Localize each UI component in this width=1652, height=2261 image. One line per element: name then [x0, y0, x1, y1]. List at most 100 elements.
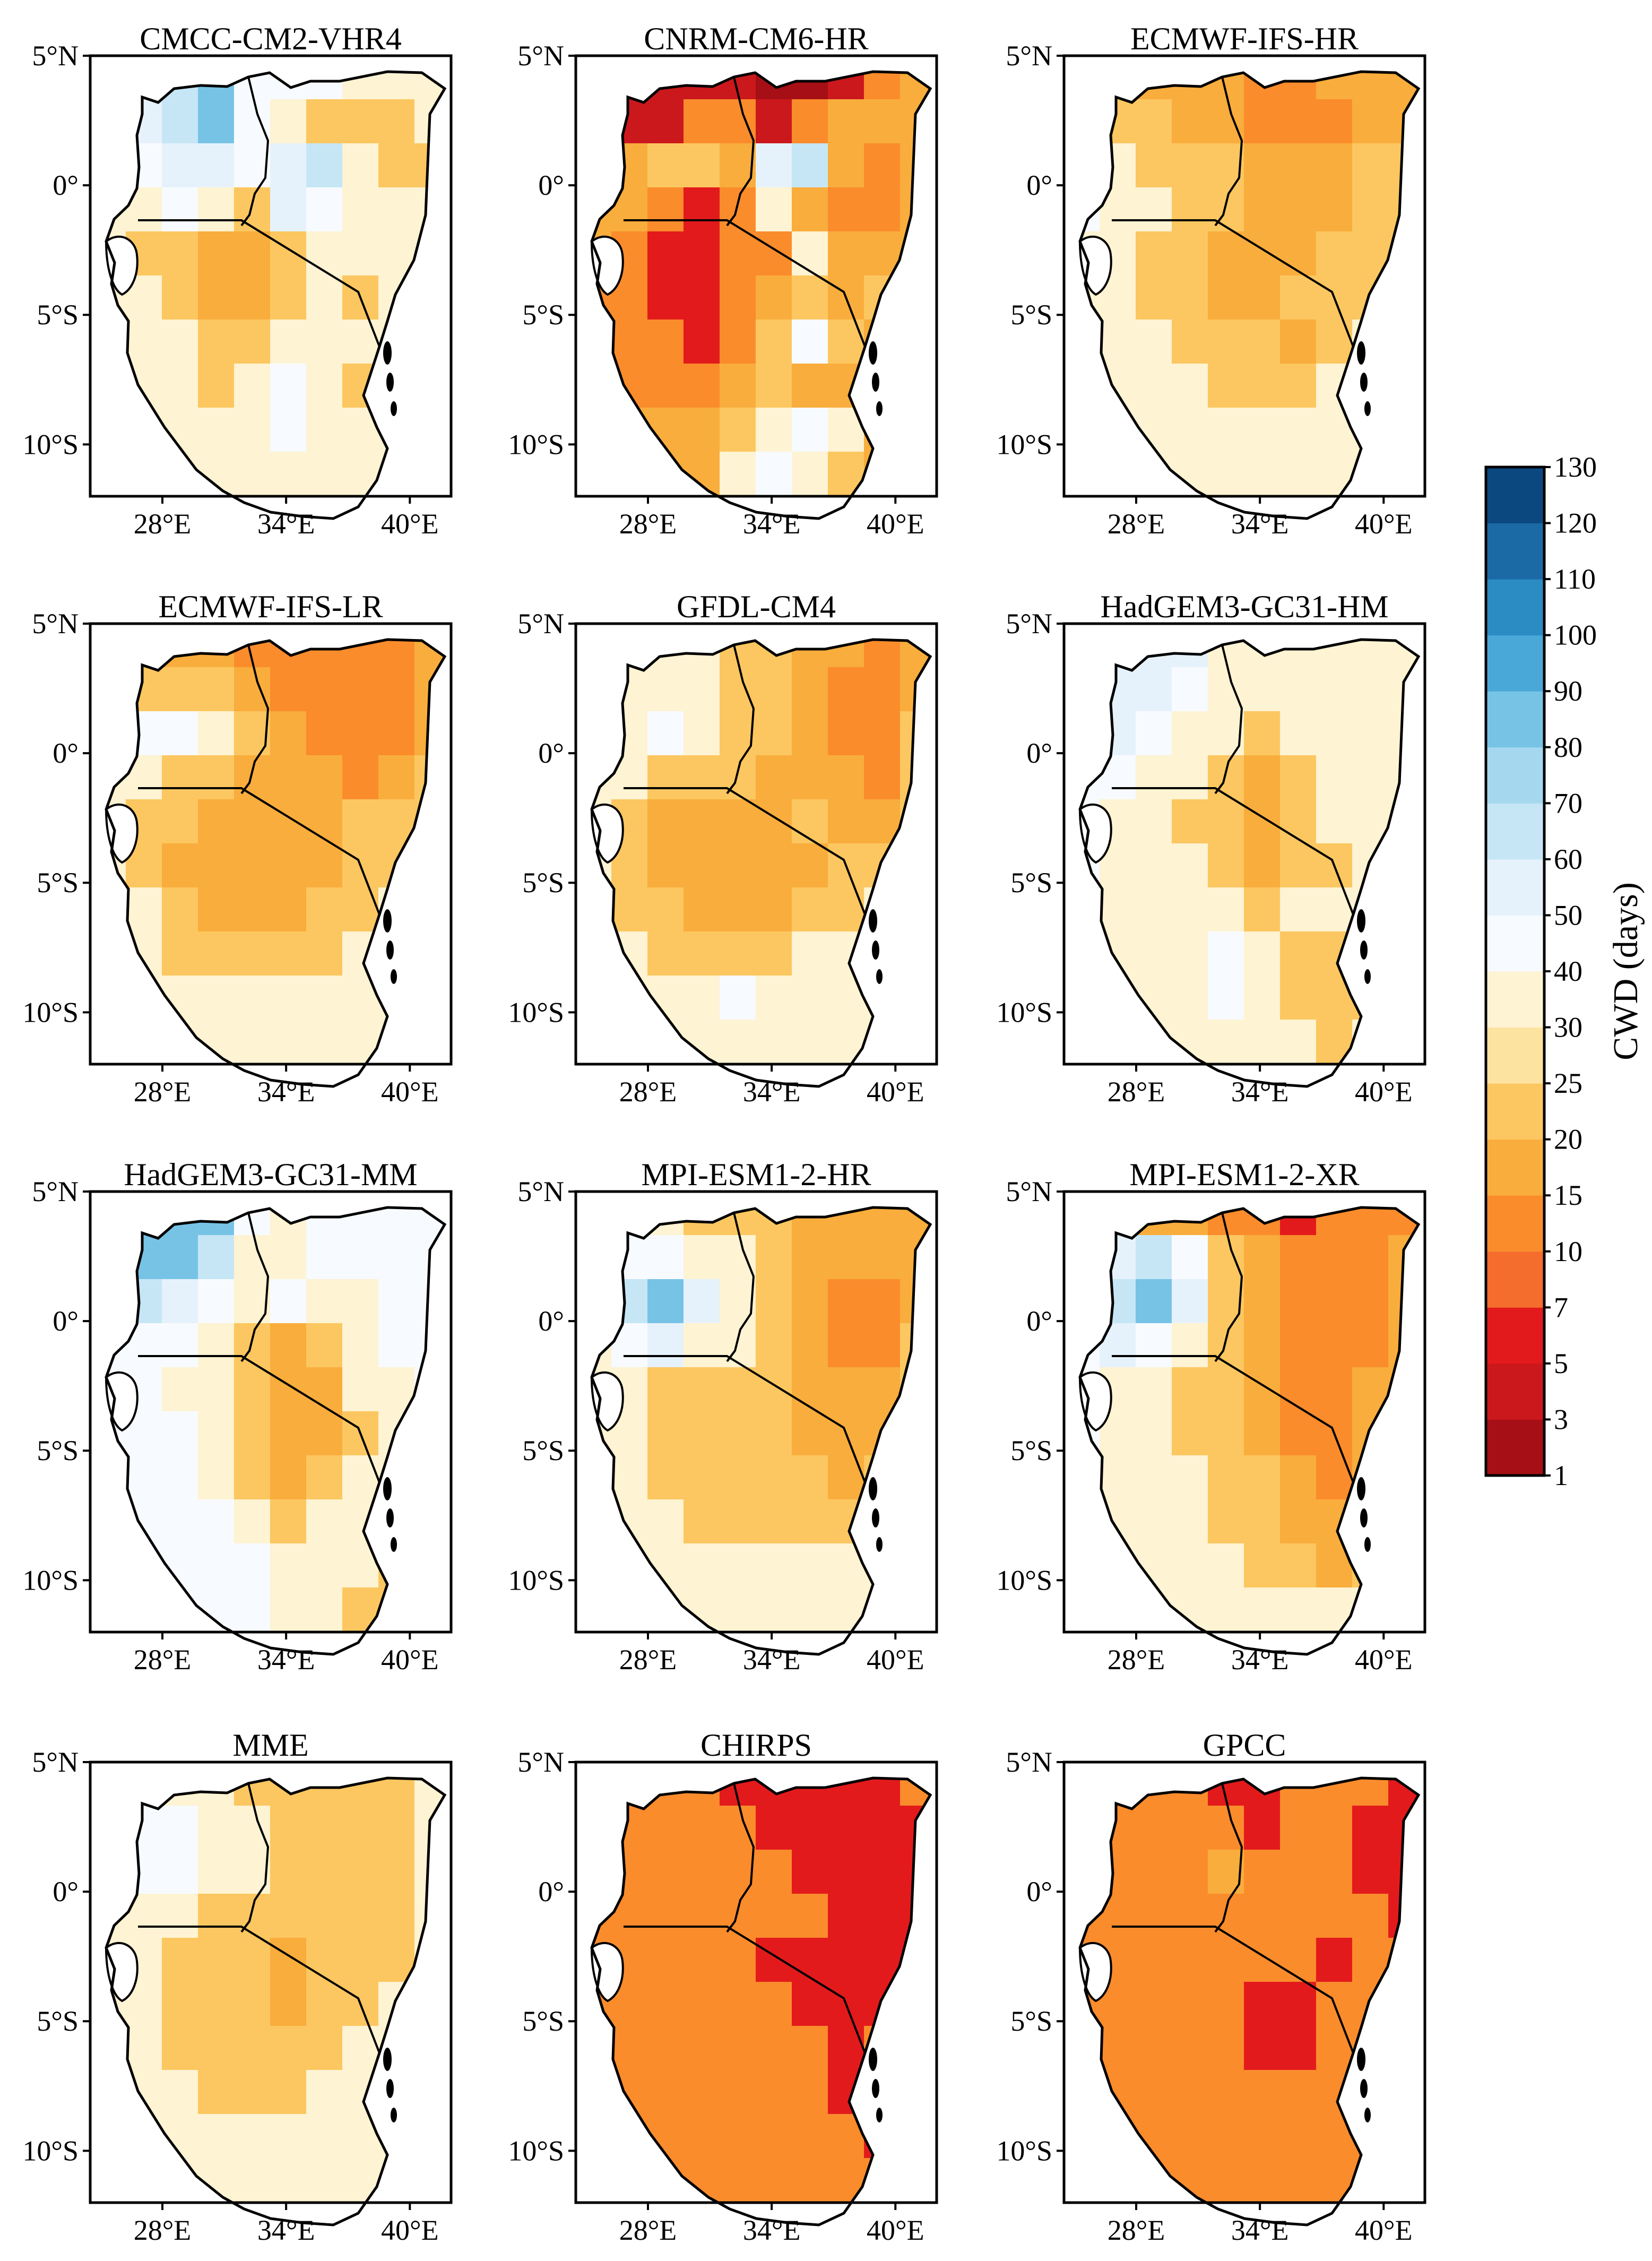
lake-victoria: [1078, 1941, 1112, 2003]
lake-victoria: [105, 1371, 139, 1432]
cwd-cell: [900, 364, 930, 409]
cwd-cell: [828, 1367, 865, 1412]
cwd-cell: [414, 976, 445, 1021]
cwd-cell: [1388, 408, 1419, 453]
cwd-cell: [1352, 408, 1389, 453]
cwd-cell: [1388, 640, 1419, 668]
cwd-cell: [414, 1806, 445, 1851]
cwd-cell: [1172, 2026, 1209, 2071]
cwd-cell: [720, 1499, 757, 1544]
map-frame: [574, 1761, 938, 2204]
lake-victoria: [1078, 1371, 1112, 1432]
lon-tick-label: 28°E: [134, 2214, 192, 2246]
cwd-cell: [270, 1543, 307, 1589]
cwd-cell: [162, 1367, 199, 1412]
cwd-cell: [756, 275, 793, 321]
lat-tick-label: 5°S: [37, 867, 79, 899]
cwd-cell: [792, 1499, 829, 1544]
cwd-cell: [198, 887, 235, 933]
cwd-cell: [234, 1938, 271, 1983]
cwd-cell: [306, 452, 343, 497]
cwd-cell: [592, 2158, 612, 2203]
cwd-cell: [1208, 1587, 1245, 1633]
cwd-cell: [647, 187, 685, 232]
cwd-cell: [611, 1235, 648, 1280]
cwd-cell: [828, 1587, 865, 1633]
cwd-cell: [684, 1982, 721, 2027]
cwd-cell: [1136, 667, 1173, 712]
cwd-cell: [270, 143, 307, 188]
cwd-cell: [756, 1411, 793, 1456]
lat-tick-label: 0°: [1026, 1876, 1052, 1908]
cwd-cell: [378, 1894, 416, 1939]
cwd-cell: [900, 1455, 930, 1500]
cwd-cell: [342, 1894, 379, 1939]
cwd-cell: [828, 931, 865, 977]
cwd-cell: [684, 187, 721, 232]
cwd-cell: [684, 1455, 721, 1500]
cwd-cell: [106, 1778, 127, 1807]
cwd-cell: [1352, 1499, 1389, 1544]
cwd-cell: [1100, 1850, 1137, 1895]
cwd-cell: [1172, 799, 1209, 844]
cwd-cell: [198, 1367, 235, 1412]
cwd-cell: [162, 143, 199, 188]
cwd-cell: [162, 187, 199, 232]
colorbar-title: CWD (days): [1606, 882, 1645, 1060]
cwd-cell: [106, 1587, 127, 1633]
cwd-cell: [378, 1982, 416, 2027]
cwd-cell: [592, 1499, 612, 1544]
cwd-cell: [1388, 143, 1419, 188]
cwd-cell: [592, 320, 612, 365]
cwd-cell: [198, 1207, 235, 1236]
cwd-cell: [1280, 1938, 1317, 1983]
cwd-cell: [1100, 364, 1137, 409]
cwd-cell: [1352, 1411, 1389, 1456]
cwd-field: [106, 1207, 445, 1633]
cwd-cell: [1316, 931, 1353, 977]
cwd-cell: [1208, 1806, 1245, 1851]
cwd-cell: [342, 1455, 379, 1500]
cwd-cell: [126, 711, 163, 756]
lat-tick-label: 5°N: [32, 608, 79, 640]
cwd-cell: [306, 1894, 343, 1939]
border-kenya-tanzania: [624, 787, 866, 915]
lat-tick-label: 0°: [53, 737, 79, 769]
cwd-cell: [1352, 931, 1389, 977]
cwd-cell: [1136, 887, 1173, 933]
cwd-cell: [900, 1806, 930, 1851]
cwd-cell: [126, 99, 163, 144]
cwd-field: [106, 640, 445, 1065]
cwd-cell: [1080, 640, 1101, 668]
cwd-cell: [684, 640, 721, 668]
lake-victoria: [590, 1941, 624, 2003]
cwd-cell: [414, 364, 445, 409]
cwd-cell: [647, 1806, 685, 1851]
coastline: [105, 70, 447, 520]
cwd-cell: [1388, 1982, 1419, 2027]
cwd-cell: [414, 1587, 445, 1633]
cwd-cell: [1352, 1806, 1389, 1851]
cwd-cell: [756, 755, 793, 800]
cwd-cell: [342, 799, 379, 844]
cwd-cell: [1136, 275, 1173, 321]
cwd-cell: [1388, 2114, 1419, 2159]
cwd-cell: [792, 187, 829, 232]
lon-tick-label: 34°E: [1231, 1644, 1289, 1676]
lat-tick-label: 0°: [1026, 1305, 1052, 1337]
cwd-cell: [162, 99, 199, 144]
cwd-cell: [1280, 452, 1317, 497]
coastline: [590, 638, 932, 1088]
lat-tick-label: 5°S: [1010, 299, 1052, 331]
cwd-cell: [684, 887, 721, 933]
cwd-cell: [1080, 887, 1101, 933]
coastline: [1078, 638, 1421, 1088]
cwd-cell: [1280, 231, 1317, 277]
colorbar-segment: [1486, 1027, 1544, 1084]
cwd-cell: [270, 711, 307, 756]
lat-tick-label: 5°S: [37, 2005, 79, 2037]
cwd-cell: [1280, 667, 1317, 712]
cwd-cell: [1244, 1982, 1281, 2027]
cwd-cell: [864, 1543, 901, 1589]
cwd-cell: [828, 1323, 865, 1368]
